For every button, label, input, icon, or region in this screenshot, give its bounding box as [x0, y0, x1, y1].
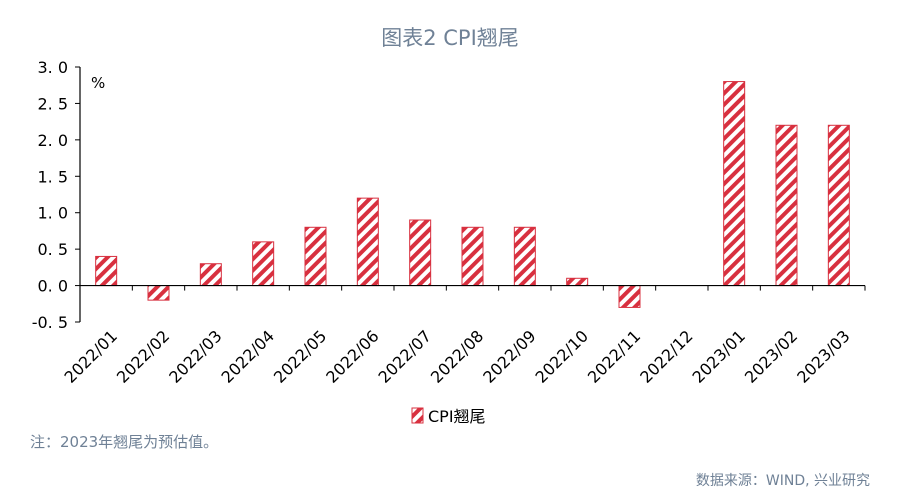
- x-tick-label: 2022/01: [61, 326, 121, 386]
- bar-2022/10: [566, 277, 589, 287]
- legend-label: CPI翘尾: [428, 407, 486, 426]
- y-tick-label: 1. 0: [37, 204, 68, 223]
- y-tick-label: 0. 5: [37, 240, 68, 259]
- y-tick-label: 1. 5: [37, 167, 68, 186]
- y-tick-label: 3. 0: [37, 58, 68, 77]
- bar-2022/06: [356, 197, 379, 287]
- x-tick-label: 2022/12: [636, 326, 696, 386]
- bar-2023/01: [723, 81, 746, 287]
- bar-2022/07: [409, 219, 432, 287]
- bar-2022/11: [618, 285, 641, 308]
- bar-2022/08: [461, 226, 484, 287]
- x-tick-label: 2023/03: [793, 326, 853, 386]
- bar-2022/01: [95, 255, 118, 287]
- bars: [95, 81, 850, 308]
- x-tick-label: 2022/06: [322, 326, 382, 386]
- legend-swatch: [411, 407, 424, 424]
- y-tick-label: 2. 5: [37, 94, 68, 113]
- bar-2023/03: [827, 124, 850, 287]
- x-tick-label: 2022/03: [165, 326, 225, 386]
- bar-2022/05: [304, 226, 327, 287]
- x-tick-label: 2022/10: [532, 326, 592, 386]
- data-source: 数据来源：WIND, 兴业研究: [695, 473, 870, 489]
- x-axis: 2022/012022/022022/032022/042022/052022/…: [61, 284, 866, 387]
- y-axis-unit-label: %: [91, 74, 105, 92]
- bar-2022/09: [513, 226, 536, 287]
- bar-2023/02: [775, 124, 798, 287]
- chart-note: 注：2023年翘尾为预估值。: [30, 433, 219, 451]
- bar-2022/02: [147, 285, 170, 301]
- bar-2022/03: [199, 263, 222, 287]
- x-tick-label: 2022/05: [270, 326, 330, 386]
- y-tick-label: 0. 0: [37, 277, 68, 296]
- x-tick-label: 2023/02: [741, 326, 801, 386]
- y-tick-label: -0. 5: [32, 313, 68, 332]
- x-tick-label: 2022/09: [479, 326, 539, 386]
- x-tick-label: 2022/07: [375, 326, 435, 386]
- bar-2022/04: [252, 241, 275, 287]
- x-tick-label: 2022/08: [427, 326, 487, 386]
- y-tick-label: 2. 0: [37, 131, 68, 150]
- x-tick-label: 2022/04: [218, 326, 278, 386]
- chart-title: 图表2 CPI翘尾: [381, 26, 519, 50]
- legend: CPI翘尾: [411, 407, 486, 426]
- x-tick-label: 2023/01: [689, 326, 749, 386]
- x-tick-label: 2022/02: [113, 326, 173, 386]
- y-axis: 3. 0 2. 5 2. 0 1. 5 1. 0 0. 5 0. 0 -0. 5%: [32, 58, 106, 332]
- x-tick-label: 2022/11: [584, 326, 644, 386]
